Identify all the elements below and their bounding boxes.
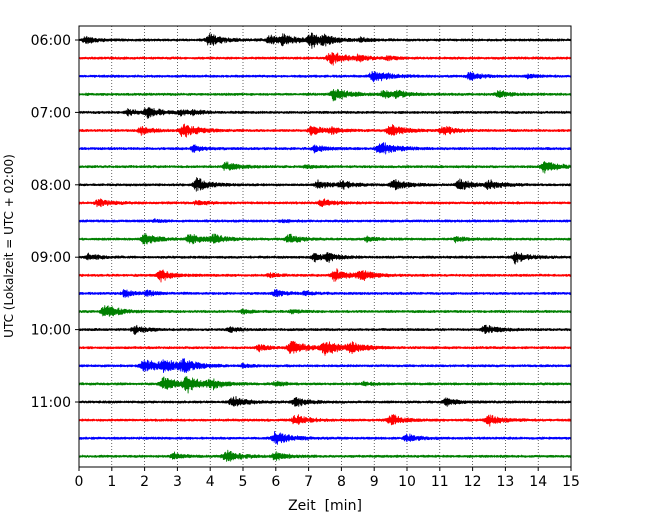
trace-0900 [78,251,572,265]
trace-0915 [78,268,572,283]
trace-0830 [78,218,572,224]
trace-0715 [78,123,572,138]
trace-0930 [78,289,572,298]
trace-0815 [78,198,572,208]
x-tick-label: 3 [173,474,182,490]
x-tick-label: 9 [370,474,379,490]
x-tick-label: 10 [398,474,416,490]
trace-0945 [78,305,572,317]
trace-1015 [78,340,572,356]
x-axis-label: Zeit [min] [288,498,362,514]
y-tick-label: 07:00 [31,105,71,121]
x-tick-label: 12 [464,474,482,490]
trace-0600 [78,32,572,49]
x-tick-label: 6 [271,474,280,490]
x-tick-label: 5 [239,474,248,490]
x-tick-label: 8 [337,474,346,490]
x-tick-label: 1 [107,474,116,490]
y-axis-label: UTC (Lokalzeit = UTC + 02:00) [2,154,16,338]
x-tick-label: 14 [529,474,547,490]
y-tick-label: 06:00 [31,33,71,49]
trace-0745 [78,160,572,174]
trace-0615 [78,52,572,66]
x-tick-label: 4 [206,474,215,490]
trace-0800 [78,177,572,192]
x-tick-label: 11 [431,474,449,490]
y-axis: 06:00 07:00 08:00 09:00 10:00 11:00 [31,33,79,411]
x-tick-label: 0 [75,474,84,490]
trace-1115 [78,414,572,427]
trace-1030 [78,358,572,373]
x-axis: 0 1 2 3 4 5 6 7 8 9 10 11 12 13 14 15 [75,467,580,490]
y-tick-label: 10:00 [31,323,71,339]
trace-0645 [78,88,572,102]
x-tick-label: 2 [140,474,149,490]
trace-0700 [78,107,572,120]
x-tick-label: 13 [496,474,514,490]
x-tick-label: 15 [562,474,580,490]
trace-0845 [78,232,572,245]
x-tick-label: 7 [304,474,313,490]
plot-frame [78,25,572,468]
trace-1045 [78,376,572,394]
trace-1100 [78,396,572,407]
trace-1000 [78,324,572,336]
y-tick-label: 08:00 [31,178,71,194]
y-tick-label: 09:00 [31,250,71,266]
trace-1145 [78,449,572,462]
trace-layer [78,32,572,462]
y-tick-label: 11:00 [31,395,71,411]
trace-0630 [78,70,572,83]
trace-1130 [78,431,572,445]
trace-0730 [78,142,572,155]
